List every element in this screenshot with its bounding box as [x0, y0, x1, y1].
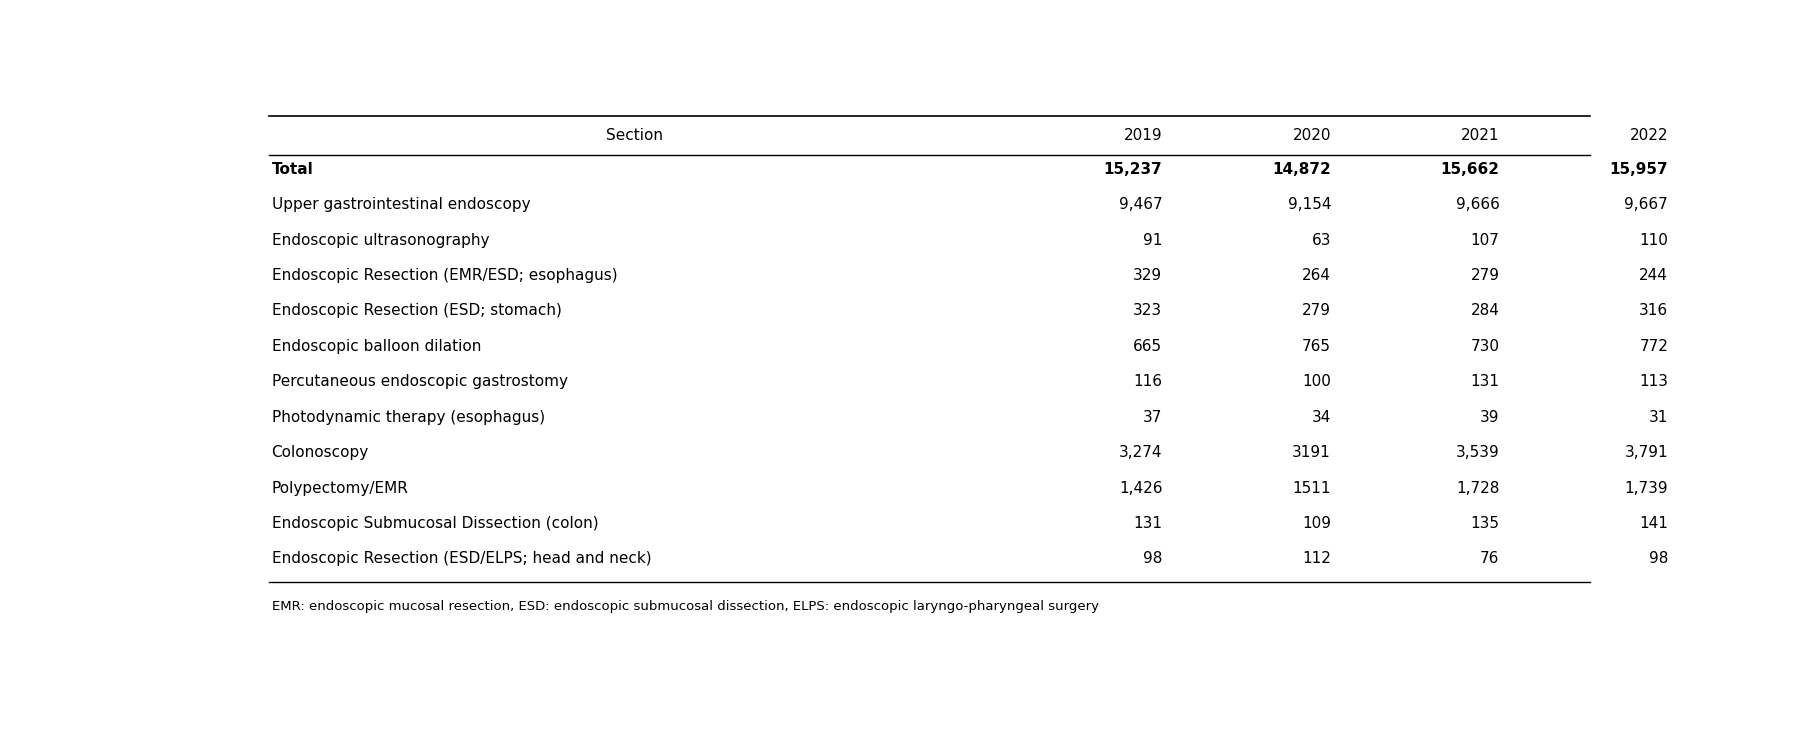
- Text: 15,662: 15,662: [1441, 162, 1499, 177]
- Text: 37: 37: [1142, 410, 1162, 425]
- Text: 1,728: 1,728: [1456, 480, 1499, 496]
- Text: 31: 31: [1648, 410, 1668, 425]
- Text: 3,791: 3,791: [1624, 445, 1668, 460]
- Text: 279: 279: [1470, 268, 1499, 283]
- Text: 39: 39: [1479, 410, 1499, 425]
- Text: Endoscopic balloon dilation: Endoscopic balloon dilation: [272, 339, 480, 354]
- Text: 15,237: 15,237: [1104, 162, 1162, 177]
- Text: 244: 244: [1639, 268, 1668, 283]
- Text: 98: 98: [1142, 551, 1162, 566]
- Text: 772: 772: [1639, 339, 1668, 354]
- Text: Endoscopic Resection (ESD; stomach): Endoscopic Resection (ESD; stomach): [272, 304, 562, 318]
- Text: 110: 110: [1639, 233, 1668, 247]
- Text: 109: 109: [1302, 516, 1331, 531]
- Text: 14,872: 14,872: [1273, 162, 1331, 177]
- Text: 112: 112: [1302, 551, 1331, 566]
- Text: Endoscopic ultrasonography: Endoscopic ultrasonography: [272, 233, 490, 247]
- Text: 3,274: 3,274: [1119, 445, 1162, 460]
- Text: 100: 100: [1302, 374, 1331, 389]
- Text: 2020: 2020: [1293, 128, 1331, 143]
- Text: 63: 63: [1311, 233, 1331, 247]
- Text: 2019: 2019: [1124, 128, 1162, 143]
- Text: 9,154: 9,154: [1287, 197, 1331, 212]
- Text: 2022: 2022: [1630, 128, 1668, 143]
- Text: 135: 135: [1470, 516, 1499, 531]
- Text: 264: 264: [1302, 268, 1331, 283]
- Text: 107: 107: [1470, 233, 1499, 247]
- Text: Endoscopic Resection (ESD/ELPS; head and neck): Endoscopic Resection (ESD/ELPS; head and…: [272, 551, 651, 566]
- Text: 3,539: 3,539: [1456, 445, 1499, 460]
- Text: 1511: 1511: [1293, 480, 1331, 496]
- Text: 76: 76: [1479, 551, 1499, 566]
- Text: 116: 116: [1133, 374, 1162, 389]
- Text: 113: 113: [1639, 374, 1668, 389]
- Text: 1,426: 1,426: [1119, 480, 1162, 496]
- Text: 730: 730: [1470, 339, 1499, 354]
- Text: 131: 131: [1470, 374, 1499, 389]
- Text: Photodynamic therapy (esophagus): Photodynamic therapy (esophagus): [272, 410, 544, 425]
- Text: Endoscopic Resection (EMR/ESD; esophagus): Endoscopic Resection (EMR/ESD; esophagus…: [272, 268, 616, 283]
- Text: 665: 665: [1133, 339, 1162, 354]
- Text: Upper gastrointestinal endoscopy: Upper gastrointestinal endoscopy: [272, 197, 529, 212]
- Text: 323: 323: [1133, 304, 1162, 318]
- Text: 2021: 2021: [1461, 128, 1499, 143]
- Text: EMR: endoscopic mucosal resection, ESD: endoscopic submucosal dissection, ELPS: : EMR: endoscopic mucosal resection, ESD: …: [272, 600, 1099, 613]
- Text: 3191: 3191: [1293, 445, 1331, 460]
- Text: 141: 141: [1639, 516, 1668, 531]
- Text: Section: Section: [606, 128, 662, 143]
- Text: 1,739: 1,739: [1624, 480, 1668, 496]
- Text: 329: 329: [1133, 268, 1162, 283]
- Text: 765: 765: [1302, 339, 1331, 354]
- Text: Total: Total: [272, 162, 314, 177]
- Text: Percutaneous endoscopic gastrostomy: Percutaneous endoscopic gastrostomy: [272, 374, 567, 389]
- Text: 9,666: 9,666: [1456, 197, 1499, 212]
- Text: 34: 34: [1311, 410, 1331, 425]
- Text: 98: 98: [1648, 551, 1668, 566]
- Text: 131: 131: [1133, 516, 1162, 531]
- Text: 284: 284: [1470, 304, 1499, 318]
- Text: 91: 91: [1142, 233, 1162, 247]
- Text: 9,667: 9,667: [1624, 197, 1668, 212]
- Text: Endoscopic Submucosal Dissection (colon): Endoscopic Submucosal Dissection (colon): [272, 516, 598, 531]
- Text: 9,467: 9,467: [1119, 197, 1162, 212]
- Text: 279: 279: [1302, 304, 1331, 318]
- Text: Colonoscopy: Colonoscopy: [272, 445, 368, 460]
- Text: Polypectomy/EMR: Polypectomy/EMR: [272, 480, 408, 496]
- Text: 316: 316: [1639, 304, 1668, 318]
- Text: 15,957: 15,957: [1610, 162, 1668, 177]
